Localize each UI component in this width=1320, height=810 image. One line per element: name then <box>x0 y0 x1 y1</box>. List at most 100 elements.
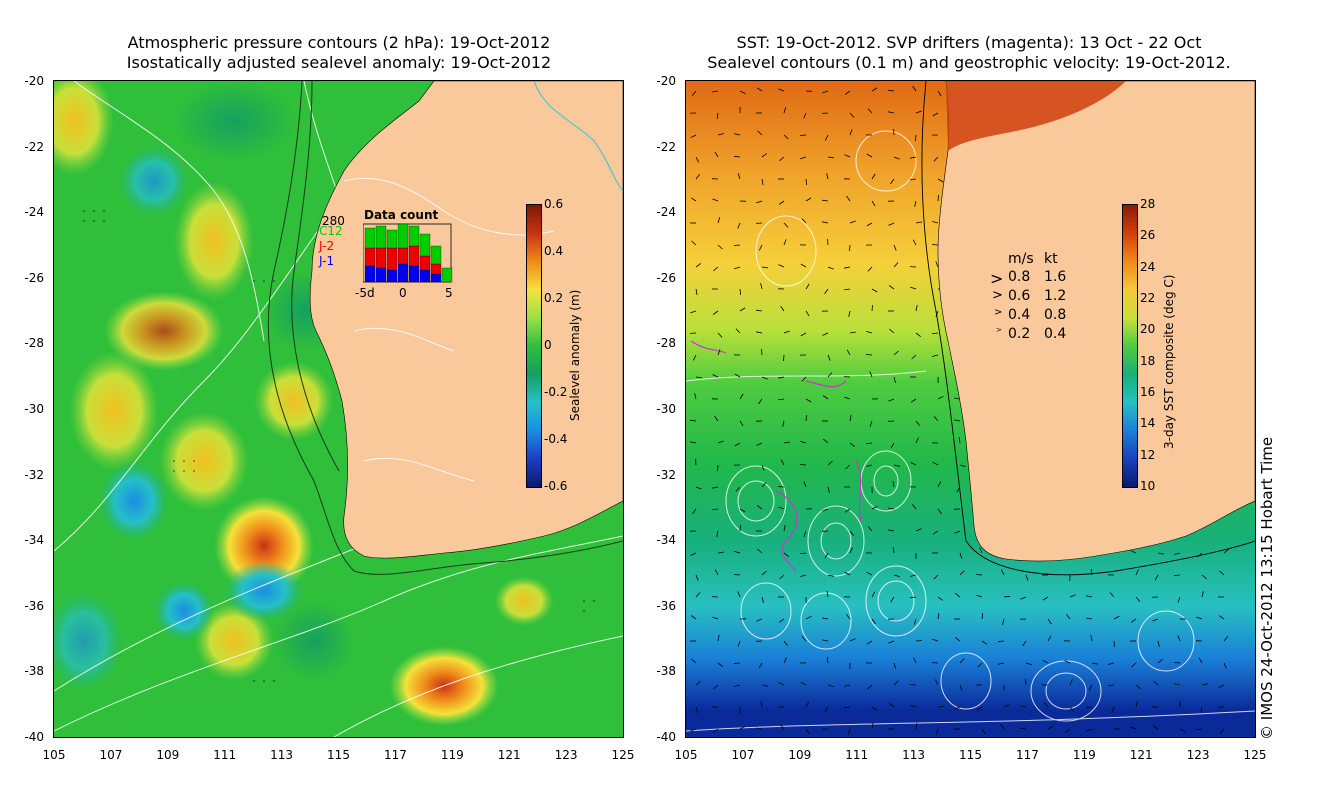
left-colorbar-tick-6: -0.6 <box>544 479 568 493</box>
data-count-bar <box>430 245 442 265</box>
velocity-vector <box>1025 678 1027 686</box>
velocity-vector <box>977 662 983 668</box>
velocity-vector <box>869 420 873 427</box>
velocity-vector <box>1173 662 1181 664</box>
velocity-vector <box>845 464 851 470</box>
right-colorbar-tick-3: 22 <box>1140 291 1156 305</box>
velocity-vector <box>910 704 917 708</box>
velocity-vector <box>800 156 807 160</box>
velocity-vector <box>737 222 741 229</box>
velocity-vector <box>778 618 785 623</box>
velocity-vector <box>1223 548 1229 554</box>
velocity-vector <box>716 112 719 119</box>
velocity-vector <box>893 156 900 160</box>
left-y-tick-7: -34 <box>24 533 44 548</box>
velocity-vector <box>734 133 741 136</box>
velocity-vector <box>998 662 1005 665</box>
left-colorbar-tick-0: 0.6 <box>544 197 564 211</box>
velocity-vector <box>712 486 719 489</box>
right-x-tick-2: 109 <box>788 748 812 762</box>
velocity-vector <box>690 419 697 422</box>
right-colorbar-tick-5: 18 <box>1140 353 1156 368</box>
velocity-vector <box>783 107 787 114</box>
right-map-panel: m/s kt >0.8 1.6 >0.6 1.2 >0.4 0.8 >0.2 0.4 28 26… <box>685 80 1256 738</box>
velocity-vector <box>869 371 873 378</box>
velocity-vector <box>871 200 876 207</box>
velocity-vector <box>805 310 810 317</box>
legend-c12: C12 <box>319 224 343 238</box>
velocity-vector <box>1025 574 1029 581</box>
velocity-vector <box>695 592 701 598</box>
velocity-vector <box>1152 725 1159 730</box>
right-y-tick-5: -30 <box>656 402 676 416</box>
velocity-vector <box>695 486 702 490</box>
velocity-vector <box>800 681 807 686</box>
right-x-tick-6: 117 <box>1015 748 1039 762</box>
velocity-vector <box>935 310 939 317</box>
legend-j1: J-1 <box>319 254 335 268</box>
velocity-vector <box>758 398 763 405</box>
velocity-vector <box>979 547 983 554</box>
left-x-tick-0: 105 <box>42 748 66 762</box>
velocity-vector <box>805 398 812 403</box>
velocity-vector <box>739 393 744 400</box>
velocity-vector <box>866 331 873 334</box>
left-colorbar-tick-3: 0 <box>544 338 552 352</box>
velocity-vector <box>933 156 939 162</box>
left-y-tick-4: -28 <box>24 336 44 351</box>
velocity-vector <box>893 680 899 686</box>
left-y-tick-8: -36 <box>24 598 44 613</box>
velocity-vector <box>690 441 697 444</box>
velocity-vector <box>778 200 785 205</box>
velocity-vector <box>799 464 807 466</box>
velocity-vector <box>737 173 741 180</box>
velocity-vector <box>1088 684 1093 691</box>
data-count-bar <box>397 223 409 249</box>
velocity-vector <box>824 288 829 295</box>
velocity-vector <box>1201 683 1208 686</box>
velocity-vector <box>713 684 719 690</box>
velocity-vector <box>779 574 785 580</box>
velocity-vector <box>1153 680 1159 686</box>
velocity-vector <box>937 596 944 601</box>
velocity-vector <box>844 154 851 158</box>
left-x-tick-3: 111 <box>213 748 237 762</box>
data-count-max: 280 <box>322 214 345 228</box>
velocity-vector <box>889 702 895 708</box>
data-count-legend: C12 J-2 J-1 <box>319 224 343 269</box>
velocity-vector <box>914 200 917 207</box>
velocity-vector <box>847 728 851 735</box>
velocity-vector <box>805 728 810 735</box>
left-colorbar-tick-4: -0.2 <box>544 385 568 399</box>
velocity-vector <box>822 199 829 202</box>
velocity-vector <box>1174 552 1181 555</box>
imos-credit: © IMOS 24-Oct-2012 13:15 Hobart Time <box>1258 436 1276 740</box>
velocity-vector <box>801 376 807 382</box>
left-y-tick-5: -30 <box>24 402 44 416</box>
data-count-title: Data count <box>364 208 439 222</box>
velocity-legend-row: >0.6 1.2 <box>986 288 1086 306</box>
velocity-vector <box>1042 659 1049 664</box>
velocity-vector <box>1069 594 1076 598</box>
velocity-vector <box>849 415 852 422</box>
left-x-tick-4: 113 <box>270 748 294 762</box>
velocity-vector <box>695 263 702 268</box>
velocity-vector <box>937 395 944 400</box>
right-y-tick-4: -28 <box>656 336 676 351</box>
right-colorbar <box>1122 204 1138 488</box>
velocity-vector <box>805 701 810 708</box>
velocity-vector <box>756 618 763 622</box>
velocity-vector <box>915 420 921 426</box>
left-map-title-line2: Isostatically adjusted sealevel anomaly:… <box>126 53 552 72</box>
data-count-bar <box>364 247 376 267</box>
velocity-vector <box>827 354 831 361</box>
velocity-vector <box>783 222 789 228</box>
velocity-vector <box>1043 702 1049 708</box>
velocity-vector <box>822 90 829 94</box>
right-y-tick-0: -20 <box>656 74 676 88</box>
velocity-vector <box>827 372 833 378</box>
velocity-vector <box>827 156 834 159</box>
velocity-vector <box>1157 640 1160 647</box>
velocity-vector <box>932 638 939 642</box>
left-y-tick-3: -26 <box>24 270 44 285</box>
